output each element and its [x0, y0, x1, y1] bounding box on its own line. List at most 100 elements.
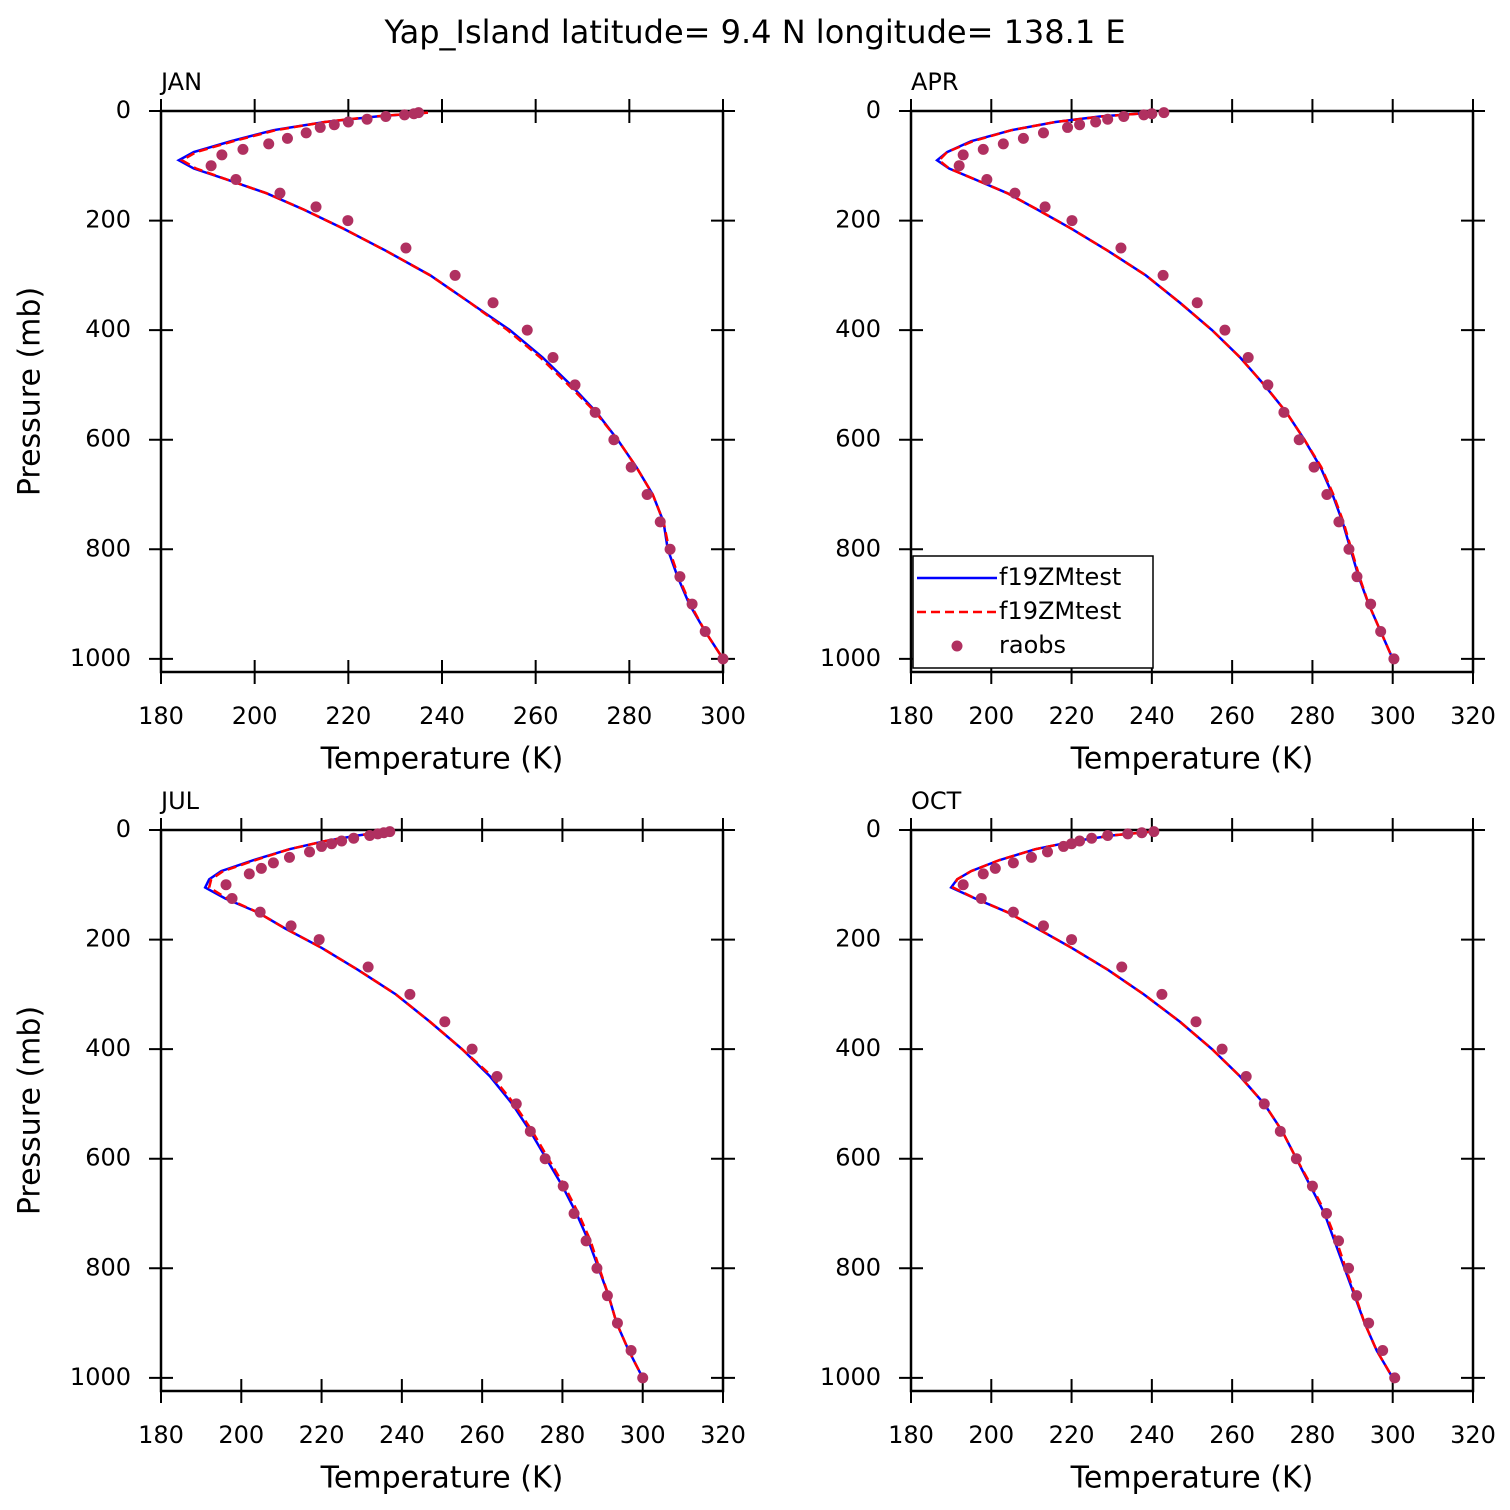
- raob-point: [654, 516, 666, 528]
- profile-line: [937, 111, 1394, 660]
- x-tick-label: 200: [968, 702, 1014, 730]
- y-tick-label: 200: [85, 206, 131, 234]
- y-tick-label: 1000: [70, 644, 131, 672]
- raob-point: [263, 138, 275, 150]
- raob-point: [1290, 1153, 1302, 1165]
- raob-point: [313, 934, 325, 946]
- raob-point: [539, 1153, 551, 1165]
- raob-point: [1258, 1098, 1270, 1110]
- y-tick-label: 1000: [70, 1363, 131, 1391]
- panel: JUL 180 200 220 240 260 280 300 320 0 200 400 600 800…: [13, 787, 746, 1496]
- panel: OCT 180 200 220 240 260 280 300 320 0 200 400 600 800…: [820, 787, 1496, 1496]
- raob-point: [1066, 215, 1078, 227]
- x-tick-label: 240: [419, 702, 465, 730]
- raob-point: [957, 149, 969, 161]
- raob-point: [1037, 127, 1049, 139]
- y-tick-label: 400: [85, 1034, 131, 1062]
- y-tick-label: 600: [835, 1144, 881, 1172]
- raob-point: [1115, 242, 1127, 254]
- raob-point: [362, 961, 374, 973]
- x-tick-label: 260: [1209, 1421, 1255, 1449]
- y-tick-label: 0: [866, 96, 881, 124]
- x-tick-label: 200: [968, 1421, 1014, 1449]
- raob-point: [1058, 840, 1070, 852]
- x-tick-label: 240: [1129, 1421, 1175, 1449]
- raob-point: [1191, 297, 1203, 309]
- raob-point: [216, 149, 228, 161]
- y-tick-label: 0: [866, 815, 881, 843]
- x-tick-label: 280: [1290, 702, 1336, 730]
- raob-point: [1321, 488, 1333, 500]
- x-tick-label: 240: [1129, 702, 1175, 730]
- raob-point: [1007, 857, 1019, 869]
- panel-title: JUL: [159, 787, 200, 815]
- raob-point: [342, 215, 354, 227]
- raob-point: [510, 1098, 522, 1110]
- raob-point: [491, 1071, 503, 1083]
- y-tick-label: 400: [835, 315, 881, 343]
- raob-point: [1365, 598, 1377, 610]
- x-tick-label: 180: [138, 702, 184, 730]
- raob-point: [226, 892, 238, 904]
- y-tick-label: 1000: [820, 1363, 881, 1391]
- y-tick-label: 400: [835, 1034, 881, 1062]
- x-tick-label: 320: [700, 1421, 746, 1449]
- raob-point: [314, 121, 326, 133]
- x-tick-label: 260: [1209, 702, 1255, 730]
- raob-point: [1116, 961, 1128, 973]
- plot-frame: [159, 828, 725, 1393]
- y-tick-label: 400: [85, 315, 131, 343]
- x-tick-label: 280: [1290, 1421, 1336, 1449]
- raob-point: [1351, 1290, 1363, 1302]
- raob-point: [230, 173, 242, 185]
- legend-marker: [951, 640, 963, 652]
- x-axis-label: Temperature (K): [1070, 1461, 1314, 1496]
- y-axis-label: Pressure (mb): [13, 287, 48, 496]
- raob-point: [281, 132, 293, 144]
- raob-point: [1388, 653, 1400, 665]
- y-tick-label: 200: [835, 206, 881, 234]
- raob-point: [981, 173, 993, 185]
- raob-point: [255, 862, 267, 874]
- x-tick-label: 200: [232, 702, 278, 730]
- x-tick-label: 180: [888, 1421, 934, 1449]
- raob-point: [686, 598, 698, 610]
- raob-point: [449, 269, 461, 281]
- raob-point: [1158, 107, 1170, 119]
- raob-point: [569, 379, 581, 391]
- x-tick-label: 220: [325, 702, 371, 730]
- x-tick-label: 260: [513, 702, 559, 730]
- raob-point: [601, 1290, 613, 1302]
- raob-point: [316, 840, 328, 852]
- raob-point: [328, 119, 340, 131]
- raob-point: [404, 988, 416, 1000]
- raob-point: [326, 838, 338, 850]
- raob-point: [1333, 1235, 1345, 1247]
- raob-point: [580, 1235, 592, 1247]
- y-tick-label: 600: [85, 1144, 131, 1172]
- raob-point: [1351, 571, 1363, 583]
- profile-line: [207, 830, 644, 1379]
- raob-point: [1009, 187, 1021, 199]
- raob-point: [336, 835, 348, 847]
- raob-point: [625, 461, 637, 473]
- y-tick-label: 800: [85, 1253, 131, 1281]
- x-tick-label: 180: [888, 702, 934, 730]
- raob-point: [1190, 1016, 1202, 1028]
- raob-point: [1363, 1317, 1375, 1329]
- raob-point: [977, 143, 989, 155]
- raob-point: [274, 187, 286, 199]
- raob-point: [641, 488, 653, 500]
- raob-point: [1090, 116, 1102, 128]
- raob-point: [1333, 516, 1345, 528]
- raob-point: [589, 406, 601, 418]
- x-tick-label: 300: [1370, 1421, 1416, 1449]
- raob-point: [1041, 846, 1053, 858]
- raob-point: [1343, 543, 1355, 555]
- y-tick-label: 0: [116, 815, 131, 843]
- x-tick-label: 220: [1049, 1421, 1095, 1449]
- raob-point: [1389, 1372, 1401, 1384]
- raob-point: [1136, 827, 1148, 839]
- raob-point: [1074, 119, 1086, 131]
